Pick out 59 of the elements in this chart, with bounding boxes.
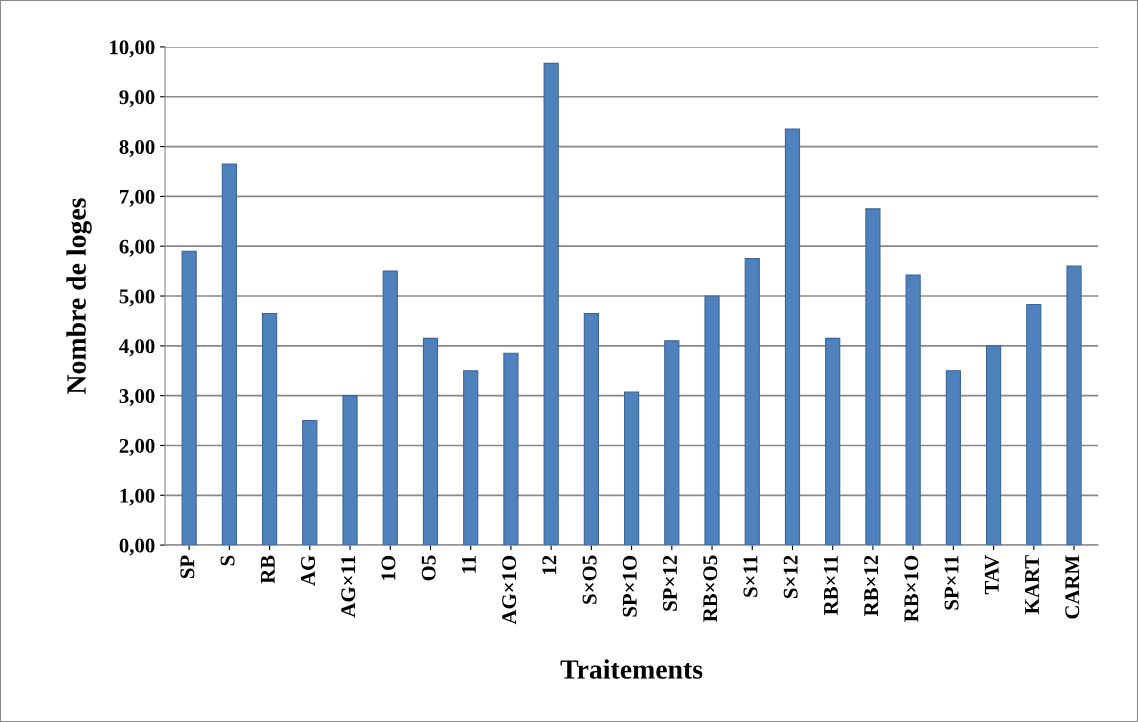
bar	[463, 370, 479, 546]
y-tick-label: 1,00	[120, 488, 155, 506]
bar	[945, 370, 961, 546]
x-tick-label: S	[220, 555, 235, 566]
y-tick-label: 6,00	[119, 239, 155, 257]
bar	[664, 340, 680, 546]
x-tick-label: S×O5	[582, 555, 597, 604]
x-axis-title: Traitements	[560, 659, 703, 679]
x-tick-label: CARM	[1065, 555, 1080, 619]
x-tick-label: AG	[301, 555, 316, 586]
bar	[221, 163, 237, 546]
x-tick-label: S×12	[783, 555, 798, 599]
x-tick-label: SP	[180, 555, 195, 579]
y-tick-label: 0,00	[119, 538, 155, 556]
x-tick-label: O5	[421, 555, 436, 581]
bar	[704, 295, 720, 546]
bar	[302, 420, 318, 546]
bar	[382, 270, 398, 546]
bar	[985, 345, 1002, 546]
y-tick-label: 8,00	[119, 139, 155, 158]
y-tick-label: 7,00	[120, 189, 155, 207]
bar	[744, 258, 760, 546]
x-tick-label: AG×1O	[502, 555, 517, 625]
x-tick-label: RB×12	[864, 555, 878, 617]
bar	[825, 337, 841, 546]
x-tick-label: RB×11	[823, 555, 838, 615]
bar	[503, 352, 519, 546]
bar	[905, 274, 921, 546]
x-tick-label: RB	[260, 555, 275, 584]
bar	[865, 208, 881, 546]
x-tick-label: 11	[461, 555, 476, 573]
bar	[1066, 265, 1082, 546]
bar	[422, 337, 439, 546]
x-tick-label: 1O	[381, 555, 396, 580]
x-tick-label: AG×11	[341, 555, 356, 618]
x-tick-label: RB×1O	[904, 555, 919, 622]
x-tick-label: SP×11	[944, 555, 959, 610]
bar	[623, 391, 640, 546]
y-tick-label: 3,00	[119, 389, 155, 407]
bar	[342, 395, 358, 546]
x-tick-label: RB×O5	[703, 555, 718, 622]
x-tick-label: SP×1O	[622, 555, 637, 617]
x-tick-label: KART	[1025, 555, 1039, 614]
x-tick-label: S×11	[743, 555, 758, 597]
bar	[583, 312, 599, 546]
y-axis-title: Nombre de loges	[66, 198, 92, 394]
y-tick-label: 4,00	[119, 339, 155, 357]
x-tick-label: 12	[542, 555, 557, 574]
y-tick-label: 9,00	[119, 90, 155, 108]
x-tick-label: TAV	[984, 555, 999, 595]
bar	[261, 312, 278, 546]
x-tick-label: SP×12	[663, 555, 678, 611]
y-tick-label: 10,00	[110, 40, 155, 58]
bar	[1026, 303, 1042, 546]
y-tick-label: 2,00	[119, 438, 155, 456]
y-tick-label: 5,00	[119, 289, 155, 307]
bar	[784, 128, 801, 546]
bar	[543, 62, 559, 546]
bar	[181, 250, 197, 546]
